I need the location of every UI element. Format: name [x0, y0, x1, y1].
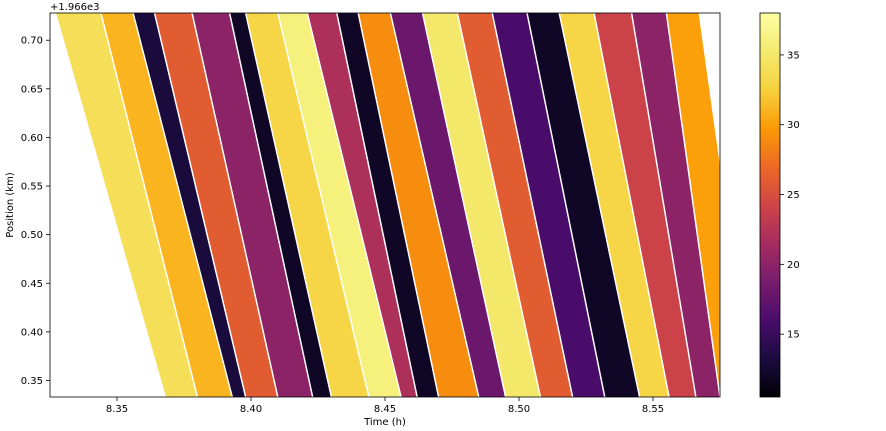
band-gap: [389, 13, 480, 397]
heatmap-band: [358, 13, 479, 397]
band-gap: [526, 13, 606, 397]
y-tick-label: 0.70: [21, 36, 43, 47]
band-gap: [630, 13, 697, 397]
heatmap-bands: [54, 13, 720, 397]
y-axis-label: Position (km): [5, 172, 16, 238]
band-gap: [491, 13, 574, 397]
heatmap-band: [422, 13, 541, 397]
x-axis-label: Time (h): [363, 417, 406, 428]
colorbar-tick-label: 25: [787, 190, 800, 201]
heatmap-band: [559, 13, 670, 397]
band-gap: [665, 13, 720, 397]
band-gap: [191, 13, 279, 397]
y-offset-label: +1.966e3: [50, 2, 100, 13]
band-gap: [54, 13, 166, 397]
y-tick-label: 0.45: [21, 279, 43, 290]
x-axis-ticks: 8.35 8.40 8.45 8.50 8.55: [106, 397, 664, 415]
y-axis-ticks: 0.35 0.40 0.45 0.50 0.55 0.60 0.65 0.70: [21, 36, 50, 387]
band-gap: [100, 13, 199, 397]
heatmap-band: [336, 13, 439, 397]
band-gap: [558, 13, 641, 397]
heatmap-band: [390, 13, 506, 397]
heatmap-band: [55, 13, 198, 397]
y-tick-label: 0.55: [21, 182, 43, 193]
heatmap-band: [245, 13, 369, 397]
heatmap-band: [457, 13, 573, 397]
y-tick-label: 0.35: [21, 376, 43, 387]
y-tick-label: 0.50: [21, 230, 43, 241]
heatmap-band: [594, 13, 696, 397]
band-gap: [421, 13, 507, 397]
heatmap-band: [492, 13, 605, 397]
x-tick-label: 8.45: [374, 404, 396, 415]
y-tick-label: 0.65: [21, 84, 43, 95]
colorbar-tick-label: 35: [787, 50, 800, 61]
heatmap-band: [229, 13, 332, 397]
band-gap: [132, 13, 233, 397]
band-gap: [228, 13, 314, 397]
x-tick-label: 8.35: [106, 404, 128, 415]
heatmap-band: [154, 13, 278, 397]
band-gap: [153, 13, 247, 397]
colorbar-tick-label: 20: [787, 260, 800, 271]
heatmap-band: [133, 13, 246, 397]
x-tick-label: 8.40: [240, 404, 262, 415]
band-gap: [244, 13, 333, 397]
heatmap-band: [631, 13, 720, 397]
x-tick-label: 8.55: [642, 404, 664, 415]
band-gap: [306, 13, 402, 397]
heatmap-band: [307, 13, 418, 397]
y-tick-label: 0.40: [21, 327, 43, 338]
colorbar-ticks: 15 20 25 30 35: [780, 50, 800, 341]
colorbar: [759, 12, 781, 398]
band-gap: [593, 13, 670, 397]
band-gap: [357, 13, 440, 397]
heatmap-band: [100, 13, 233, 397]
y-tick-label: 0.60: [21, 133, 43, 144]
band-gap: [277, 13, 370, 397]
x-tick-label: 8.50: [508, 404, 530, 415]
colorbar-tick-label: 30: [787, 120, 800, 131]
heatmap-band: [277, 13, 402, 397]
colorbar-tick-label: 15: [787, 330, 800, 341]
heatmap-band: [527, 13, 640, 397]
heatmap-band: [192, 13, 313, 397]
band-gap: [456, 13, 542, 397]
band-gap: [336, 13, 418, 397]
